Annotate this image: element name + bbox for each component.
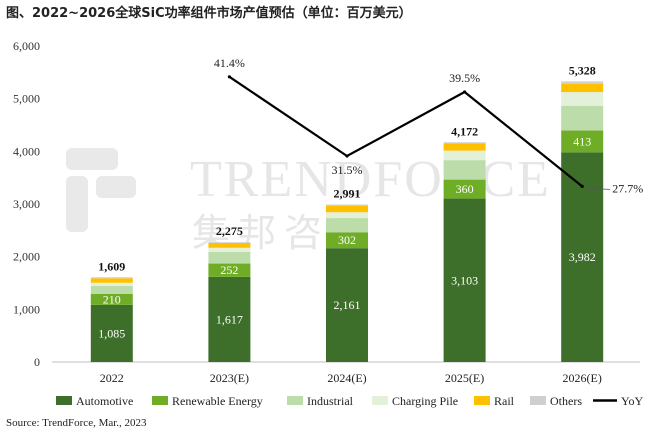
- bar-others: [326, 204, 368, 206]
- total-label: 2,991: [334, 186, 361, 200]
- y-tick-label: 1,000: [13, 302, 40, 316]
- legend-label: Rail: [494, 394, 515, 408]
- bar-rail: [208, 243, 251, 248]
- data-label: 2,161: [334, 298, 361, 312]
- bar-renewable-energy: [208, 263, 251, 277]
- bar-renewable-energy: [326, 232, 368, 249]
- bar-industrial: [443, 160, 486, 180]
- bar-charging-pile: [90, 282, 133, 286]
- bar-automotive: [208, 276, 251, 362]
- x-tick-label: 2023(E): [210, 371, 249, 385]
- x-tick-label: 2026(E): [563, 371, 602, 385]
- bar-automotive: [326, 248, 368, 362]
- legend-label: YoY: [621, 394, 643, 408]
- bar-charging-pile: [208, 247, 251, 252]
- bar-renewable-energy: [443, 179, 486, 199]
- x-tick-label: 2024(E): [327, 371, 366, 385]
- data-label: 413: [573, 134, 591, 148]
- data-label: 1,617: [216, 312, 243, 326]
- bar-others: [561, 81, 604, 84]
- bar-rail: [443, 143, 486, 151]
- bar-charging-pile: [326, 212, 368, 219]
- legend-label: Renewable Energy: [172, 394, 263, 408]
- x-tick-label: 2022: [100, 371, 124, 385]
- yoy-label: 31.5%: [332, 163, 363, 177]
- legend-swatch: [287, 396, 303, 405]
- yoy-point: [345, 154, 349, 158]
- bar-others: [90, 277, 133, 279]
- chart-axes: 0 1,000 2,000 3,000 4,000 5,000 6,000 2022 2023(…: [13, 39, 640, 385]
- y-tick-label: 5,000: [13, 92, 40, 106]
- bar-others: [443, 142, 486, 144]
- watermark-logo-stem: [66, 176, 88, 232]
- bar-automotive: [90, 304, 133, 362]
- total-label: 1,609: [98, 259, 125, 273]
- yoy-label: 39.5%: [449, 71, 480, 85]
- legend-label: Charging Pile: [392, 394, 458, 408]
- data-labels-group: 1,085 1,617 2,161 3,103 3,982 210 252 302 360 413…: [98, 63, 595, 340]
- watermark-text-en: TRENDFORCE: [190, 151, 551, 208]
- bar-renewable-energy: [561, 130, 604, 153]
- data-label: 3,103: [451, 273, 478, 287]
- bar-rail: [90, 278, 133, 283]
- bar-automotive: [443, 198, 486, 362]
- x-tick-label: 2025(E): [445, 371, 484, 385]
- legend-swatch: [152, 396, 168, 405]
- y-tick-label: 6,000: [13, 39, 40, 53]
- yoy-point: [463, 90, 467, 94]
- legend-label: Automotive: [76, 394, 133, 408]
- y-tick-label: 4,000: [13, 144, 40, 158]
- legend-swatch: [474, 396, 490, 405]
- data-label: 3,982: [569, 250, 596, 264]
- legend-swatch: [530, 396, 546, 405]
- bar-series-group: [90, 81, 604, 362]
- legend-label: Others: [550, 394, 582, 408]
- yoy-line: [228, 75, 583, 188]
- bar-others: [208, 242, 251, 244]
- data-label: 302: [338, 233, 356, 247]
- yoy-point: [227, 75, 231, 79]
- bar-rail: [326, 205, 368, 213]
- data-label: 252: [220, 263, 238, 277]
- bar-charging-pile: [443, 150, 486, 161]
- y-tick-label: 3,000: [13, 197, 40, 211]
- y-tick-label: 0: [34, 355, 40, 369]
- bar-rail: [561, 83, 604, 93]
- yoy-point: [580, 184, 584, 188]
- data-label: 360: [456, 182, 474, 196]
- yoy-leader-line: [586, 188, 611, 190]
- chart-title: 图、2022~2026全球SiC功率组件市场产值预估（单位：百万美元）: [6, 6, 412, 21]
- legend: Automotive Renewable Energy Industrial Char…: [56, 394, 643, 408]
- data-label: 1,085: [98, 326, 125, 340]
- watermark-logo-bar: [66, 148, 118, 170]
- legend-swatch: [56, 396, 72, 405]
- bar-industrial: [326, 218, 368, 233]
- data-label: 210: [103, 292, 121, 306]
- total-label: 2,275: [216, 224, 243, 238]
- total-label: 4,172: [451, 124, 478, 138]
- bar-industrial: [90, 285, 133, 294]
- chart-source: Source: TrendForce, Mar., 2023: [6, 417, 147, 429]
- bar-charging-pile: [561, 92, 604, 106]
- legend-label: Industrial: [307, 394, 354, 408]
- total-label: 5,328: [569, 63, 596, 77]
- y-tick-label: 2,000: [13, 250, 40, 264]
- bar-renewable-energy: [90, 293, 133, 305]
- bar-industrial: [561, 105, 604, 131]
- bar-industrial: [208, 251, 251, 264]
- yoy-label: 41.4%: [214, 56, 245, 70]
- watermark-logo-arm: [96, 176, 136, 198]
- legend-swatch: [372, 396, 388, 405]
- yoy-label: 27.7%: [612, 181, 643, 195]
- yoy-line-group: 41.4% 31.5% 39.5% 27.7%: [214, 56, 643, 196]
